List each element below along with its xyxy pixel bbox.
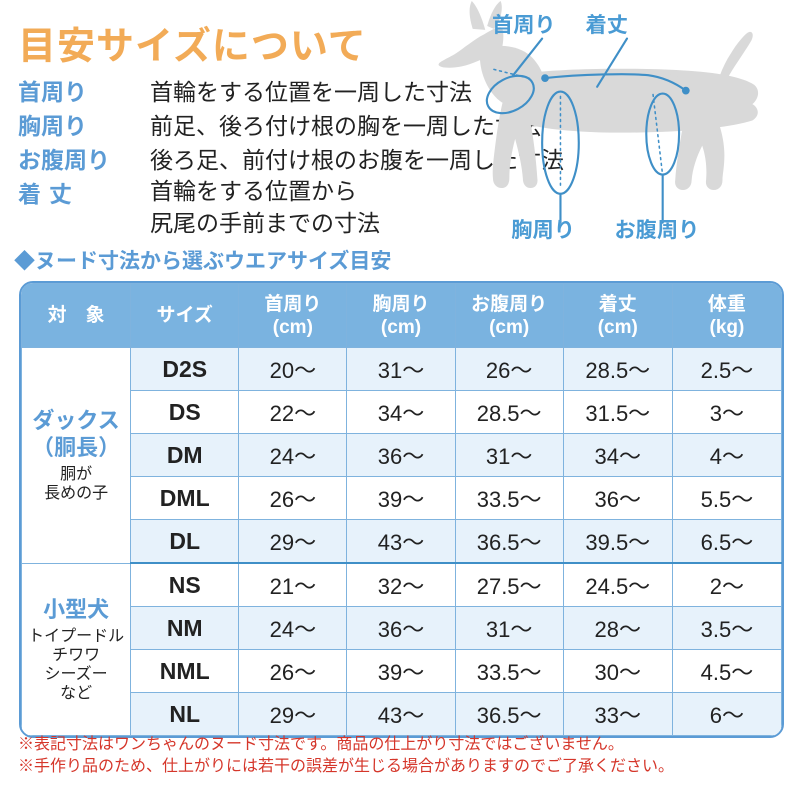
- svg-text:着丈: 着丈: [586, 13, 628, 37]
- svg-text:首周り: 首周り: [492, 13, 556, 37]
- svg-text:胸周り: 胸周り: [511, 218, 575, 242]
- svg-text:お腹周り: お腹周り: [614, 218, 699, 242]
